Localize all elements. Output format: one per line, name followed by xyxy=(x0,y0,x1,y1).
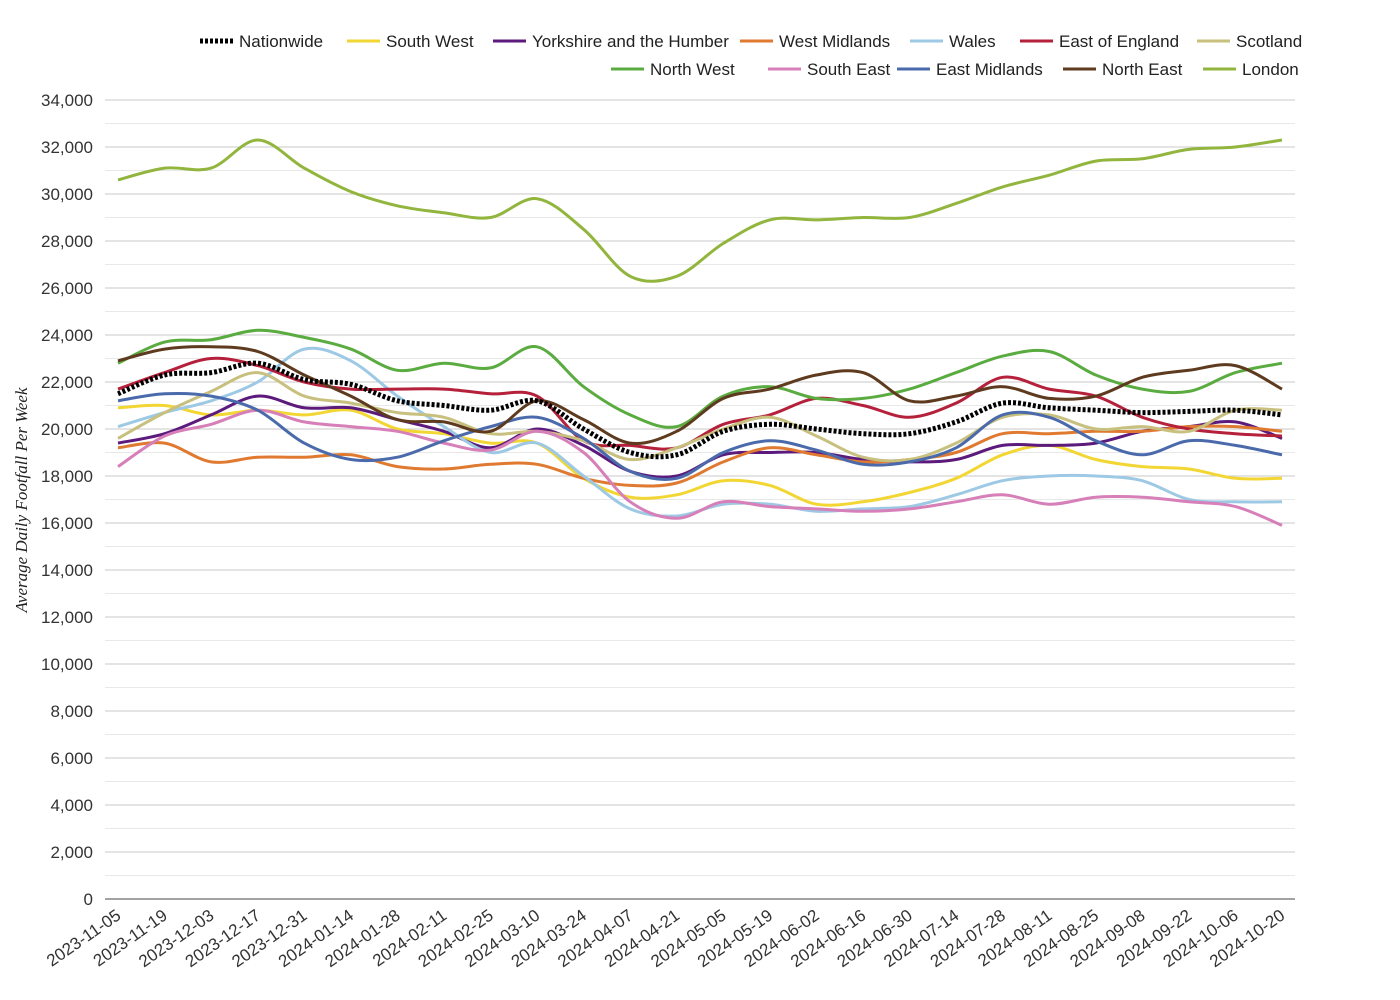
y-tick-label: 14,000 xyxy=(41,561,93,580)
series-line-london xyxy=(117,138,1283,283)
legend-label: North West xyxy=(650,60,735,79)
legend-label: London xyxy=(1242,60,1299,79)
y-tick-label: 0 xyxy=(84,890,93,909)
y-axis: 0 2,000 4,000 6,000 8,000 10,000 12,000 14,000 1… xyxy=(41,91,93,909)
series-lines xyxy=(117,138,1283,527)
legend-item-scotland: Scotland xyxy=(1197,32,1302,51)
y-tick-label: 32,000 xyxy=(41,138,93,157)
y-tick-label: 8,000 xyxy=(50,702,93,721)
legend-label: North East xyxy=(1102,60,1183,79)
legend-label: Scotland xyxy=(1236,32,1302,51)
series-line-south-east xyxy=(117,408,1283,527)
y-tick-label: 2,000 xyxy=(50,843,93,862)
legend-label: East Midlands xyxy=(936,60,1043,79)
series-line-west-midlands xyxy=(117,424,1283,488)
y-tick-label: 18,000 xyxy=(41,467,93,486)
legend-label: Wales xyxy=(949,32,996,51)
y-tick-label: 12,000 xyxy=(41,608,93,627)
gridlines xyxy=(105,99,1295,876)
legend-item-east-midlands: East Midlands xyxy=(897,60,1043,79)
x-axis: 2023-11-052023-11-192023-12-032023-12-17… xyxy=(43,906,1288,971)
legend-label: Nationwide xyxy=(239,32,323,51)
y-axis-label: Average Daily Footfall Per Week xyxy=(12,387,31,613)
y-tick-label: 6,000 xyxy=(50,749,93,768)
legend-label: East of England xyxy=(1059,32,1179,51)
legend-label: Yorkshire and the Humber xyxy=(532,32,729,51)
y-tick-label: 30,000 xyxy=(41,185,93,204)
legend-item-north-east: North East xyxy=(1063,60,1183,79)
legend-item-south-east: South East xyxy=(768,60,890,79)
y-tick-label: 24,000 xyxy=(41,326,93,345)
legend-label: South West xyxy=(386,32,474,51)
y-tick-label: 22,000 xyxy=(41,373,93,392)
legend-item-yorkshire-and-the-humber: Yorkshire and the Humber xyxy=(493,32,729,51)
legend-item-west-midlands: West Midlands xyxy=(740,32,890,51)
legend-item-east-of-england: East of England xyxy=(1020,32,1179,51)
y-tick-label: 28,000 xyxy=(41,232,93,251)
legend-item-north-west: North West xyxy=(611,60,735,79)
legend-item-wales: Wales xyxy=(910,32,996,51)
y-tick-label: 20,000 xyxy=(41,420,93,439)
series-line-east-midlands xyxy=(117,391,1283,481)
legend-item-nationwide: Nationwide xyxy=(200,32,323,51)
series-line-north-east xyxy=(117,345,1283,445)
series-line-south-west xyxy=(117,403,1283,507)
y-tick-label: 26,000 xyxy=(41,279,93,298)
legend: Nationwide South West Yorkshire and the Hu… xyxy=(200,32,1302,79)
legend-item-south-west: South West xyxy=(347,32,474,51)
series-line-north-west xyxy=(117,328,1283,429)
y-tick-label: 4,000 xyxy=(50,796,93,815)
legend-label: South East xyxy=(807,60,890,79)
y-tick-label: 16,000 xyxy=(41,514,93,533)
legend-item-london: London xyxy=(1203,60,1299,79)
y-tick-label: 34,000 xyxy=(41,91,93,110)
series-line-scotland xyxy=(117,371,1283,463)
legend-label: West Midlands xyxy=(779,32,890,51)
y-tick-label: 10,000 xyxy=(41,655,93,674)
series-line-nationwide xyxy=(117,360,1283,460)
